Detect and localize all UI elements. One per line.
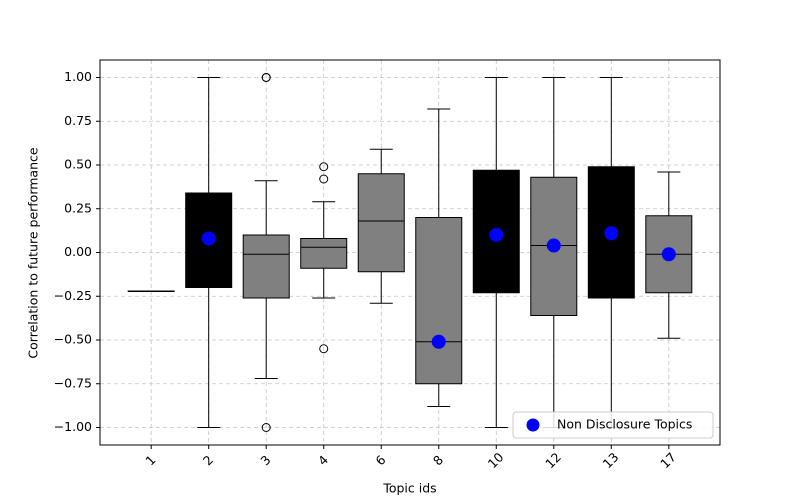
plot-frame — [99, 59, 721, 446]
x-tick-label: 1 — [142, 452, 158, 468]
mean-dot — [546, 238, 561, 253]
mean-dot — [661, 247, 676, 262]
x-tick-label: 13 — [600, 449, 622, 471]
mean-dot — [489, 228, 504, 242]
box — [300, 238, 348, 269]
x-axis-label: Topic ids — [382, 481, 436, 496]
mean-dot — [201, 231, 216, 246]
y-tick-label: 0.00 — [64, 244, 92, 259]
y-tick-label: −0.75 — [54, 375, 92, 390]
x-tick-label: 4 — [315, 452, 331, 468]
flier — [261, 423, 271, 432]
y-tick-label: −0.50 — [54, 332, 92, 347]
y-tick-label: −0.25 — [54, 288, 92, 303]
flier — [261, 73, 271, 82]
legend-box — [512, 411, 714, 439]
mean-dot — [604, 226, 619, 241]
x-tick-label: 3 — [257, 452, 273, 468]
box — [415, 217, 463, 385]
box — [357, 173, 405, 273]
y-tick-label: 0.75 — [64, 113, 92, 128]
x-tick-label: 10 — [485, 449, 507, 471]
box — [242, 234, 290, 299]
flier — [319, 174, 329, 184]
y-tick-label: −1.00 — [54, 419, 92, 434]
flier — [319, 344, 329, 354]
flier — [319, 162, 329, 172]
legend-label: Non Disclosure Topics — [557, 417, 692, 432]
legend-marker — [526, 418, 540, 432]
y-tick-label: 1.00 — [64, 69, 92, 84]
x-tick-label: 12 — [542, 449, 564, 471]
y-tick-label: 0.25 — [64, 200, 92, 215]
x-tick-label: 17 — [657, 449, 679, 471]
y-axis-label: Correlation to future performance — [26, 147, 41, 358]
x-tick-label: 6 — [372, 452, 388, 468]
mean-dot — [431, 334, 446, 349]
box — [530, 176, 578, 316]
x-tick-label: 8 — [430, 452, 446, 468]
x-tick-label: 2 — [200, 452, 216, 468]
y-tick-label: 0.50 — [64, 157, 92, 172]
